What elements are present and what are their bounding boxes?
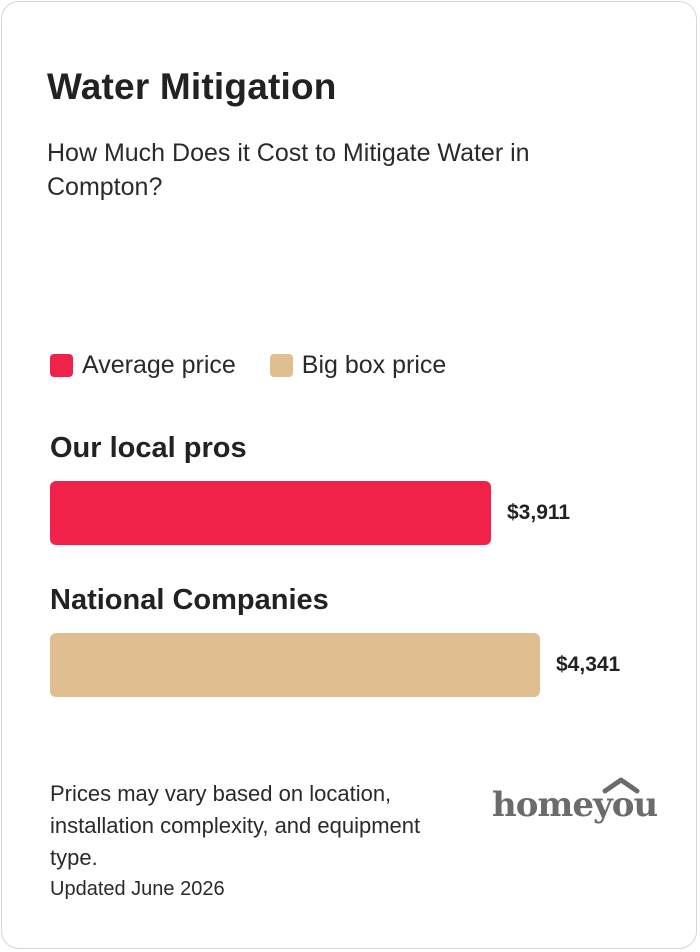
chart-legend: Average price Big box price: [50, 347, 480, 383]
bar-category-label-national: National Companies: [50, 584, 329, 616]
legend-item-average: Average price: [50, 351, 236, 380]
legend-label-average: Average price: [82, 350, 236, 379]
legend-label-big-box: Big box price: [301, 350, 447, 379]
legend-swatch-big-box: [269, 353, 293, 377]
bar-national-companies: [50, 633, 540, 697]
bar-category-label-local: Our local pros: [50, 432, 247, 464]
homeyou-logo: homeyou: [492, 777, 657, 825]
bar-value-national-companies: $4,341: [556, 653, 621, 676]
legend-item-big-box: Big box price: [269, 350, 447, 380]
bar-value-local-pros: $3,911: [507, 501, 571, 524]
page-subtitle: How Much Does it Cost to Mitigate Water …: [47, 139, 530, 201]
page-title: Water Mitigation: [47, 66, 337, 107]
bar-local-pros: [50, 481, 491, 545]
legend-swatch-average: [50, 353, 73, 377]
logo-wordmark: homeyou: [492, 785, 657, 825]
updated-date: Updated June 2026: [50, 878, 225, 900]
price-disclaimer: Prices may vary based on location, insta…: [50, 781, 421, 870]
house-roof-icon: [602, 777, 640, 794]
